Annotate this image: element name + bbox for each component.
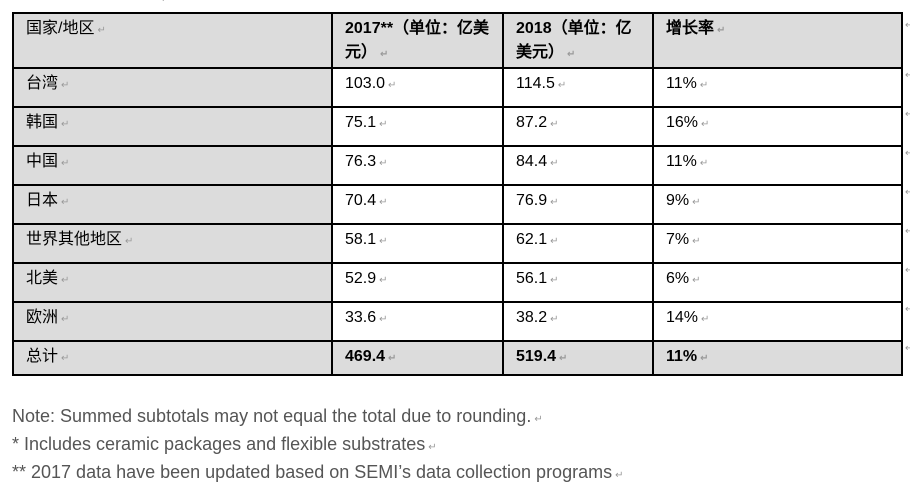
row-end-mark: ↵ bbox=[905, 20, 910, 31]
row-end-mark: ↵ bbox=[905, 226, 910, 237]
region-cell: 欧洲 ↵ bbox=[12, 301, 333, 342]
value-cell: 7% ↵ bbox=[652, 223, 903, 264]
note-line: * Includes ceramic packages and flexible… bbox=[12, 434, 437, 454]
total-cell: 11% ↵ bbox=[652, 340, 903, 376]
header-cell: 国家/地区 ↵ bbox=[12, 12, 333, 69]
row-end-mark: ↵ bbox=[905, 109, 910, 120]
total-cell: 519.4 ↵ bbox=[502, 340, 654, 376]
header-row: 国家/地区 ↵ 2017**（单位：亿美元） ↵ 2018（单位：亿美元） ↵ 增长率… bbox=[12, 12, 903, 69]
value-cell: 76.3 ↵ bbox=[331, 145, 504, 186]
paragraph-mark: ↵ bbox=[161, 0, 169, 5]
value-cell: 87.2 ↵ bbox=[502, 106, 654, 147]
region-cell: 台湾 ↵ bbox=[12, 67, 333, 108]
value-cell: 70.4 ↵ bbox=[331, 184, 504, 225]
value-cell: 33.6 ↵ bbox=[331, 301, 504, 342]
table-row: 中国 ↵ 76.3 ↵ 84.4 ↵ 11% ↵ bbox=[12, 145, 903, 186]
value-cell: 84.4 ↵ bbox=[502, 145, 654, 186]
region-cell: 北美 ↵ bbox=[12, 262, 333, 303]
value-cell: 76.9 ↵ bbox=[502, 184, 654, 225]
row-end-mark: ↵ bbox=[905, 148, 910, 159]
header-cell: 2017**（单位：亿美元） ↵ bbox=[331, 12, 504, 69]
table-row: 欧洲 ↵ 33.6 ↵ 38.2 ↵ 14% ↵ bbox=[12, 301, 903, 342]
row-end-mark: ↵ bbox=[905, 70, 910, 81]
table-row: 北美 ↵ 52.9 ↵ 56.1 ↵ 6% ↵ bbox=[12, 262, 903, 303]
value-cell: 103.0 ↵ bbox=[331, 67, 504, 108]
table-row: 世界其他地区 ↵ 58.1 ↵ 62.1 ↵ 7% ↵ bbox=[12, 223, 903, 264]
total-cell: 469.4 ↵ bbox=[331, 340, 504, 376]
row-end-mark: ↵ bbox=[905, 343, 910, 354]
region-cell: 日本 ↵ bbox=[12, 184, 333, 225]
value-cell: 52.9 ↵ bbox=[331, 262, 504, 303]
total-label: 总计 ↵ bbox=[12, 340, 333, 376]
value-cell: 114.5 ↵ bbox=[502, 67, 654, 108]
value-cell: 62.1 ↵ bbox=[502, 223, 654, 264]
value-cell: 11% ↵ bbox=[652, 67, 903, 108]
table-row: 日本 ↵ 70.4 ↵ 76.9 ↵ 9% ↵ bbox=[12, 184, 903, 225]
value-cell: 16% ↵ bbox=[652, 106, 903, 147]
table-row: 韩国 ↵ 75.1 ↵ 87.2 ↵ 16% ↵ bbox=[12, 106, 903, 147]
data-table: 国家/地区 ↵ 2017**（单位：亿美元） ↵ 2018（单位：亿美元） ↵ 增长率… bbox=[12, 12, 903, 376]
region-cell: 世界其他地区 ↵ bbox=[12, 223, 333, 264]
value-cell: 6% ↵ bbox=[652, 262, 903, 303]
value-cell: 11% ↵ bbox=[652, 145, 903, 186]
table-row: 台湾 ↵ 103.0 ↵ 114.5 ↵ 11% ↵ bbox=[12, 67, 903, 108]
note-line: Note: Summed subtotals may not equal the… bbox=[12, 406, 543, 426]
row-end-mark: ↵ bbox=[905, 304, 910, 315]
value-cell: 38.2 ↵ bbox=[502, 301, 654, 342]
region-cell: 韩国 ↵ bbox=[12, 106, 333, 147]
total-row: 总计 ↵ 469.4 ↵ 519.4 ↵ 11% ↵ bbox=[12, 340, 903, 376]
value-cell: 56.1 ↵ bbox=[502, 262, 654, 303]
header-cell: 增长率 ↵ bbox=[652, 12, 903, 69]
value-cell: 75.1 ↵ bbox=[331, 106, 504, 147]
note-line: ** 2017 data have been updated based on … bbox=[12, 462, 624, 482]
header-cell: 2018（单位：亿美元） ↵ bbox=[502, 12, 654, 69]
region-cell: 中国 ↵ bbox=[12, 145, 333, 186]
row-end-mark: ↵ bbox=[905, 265, 910, 276]
row-end-mark: ↵ bbox=[905, 187, 910, 198]
value-cell: 58.1 ↵ bbox=[331, 223, 504, 264]
value-cell: 9% ↵ bbox=[652, 184, 903, 225]
notes: Note: Summed subtotals may not equal the… bbox=[12, 404, 623, 488]
value-cell: 14% ↵ bbox=[652, 301, 903, 342]
